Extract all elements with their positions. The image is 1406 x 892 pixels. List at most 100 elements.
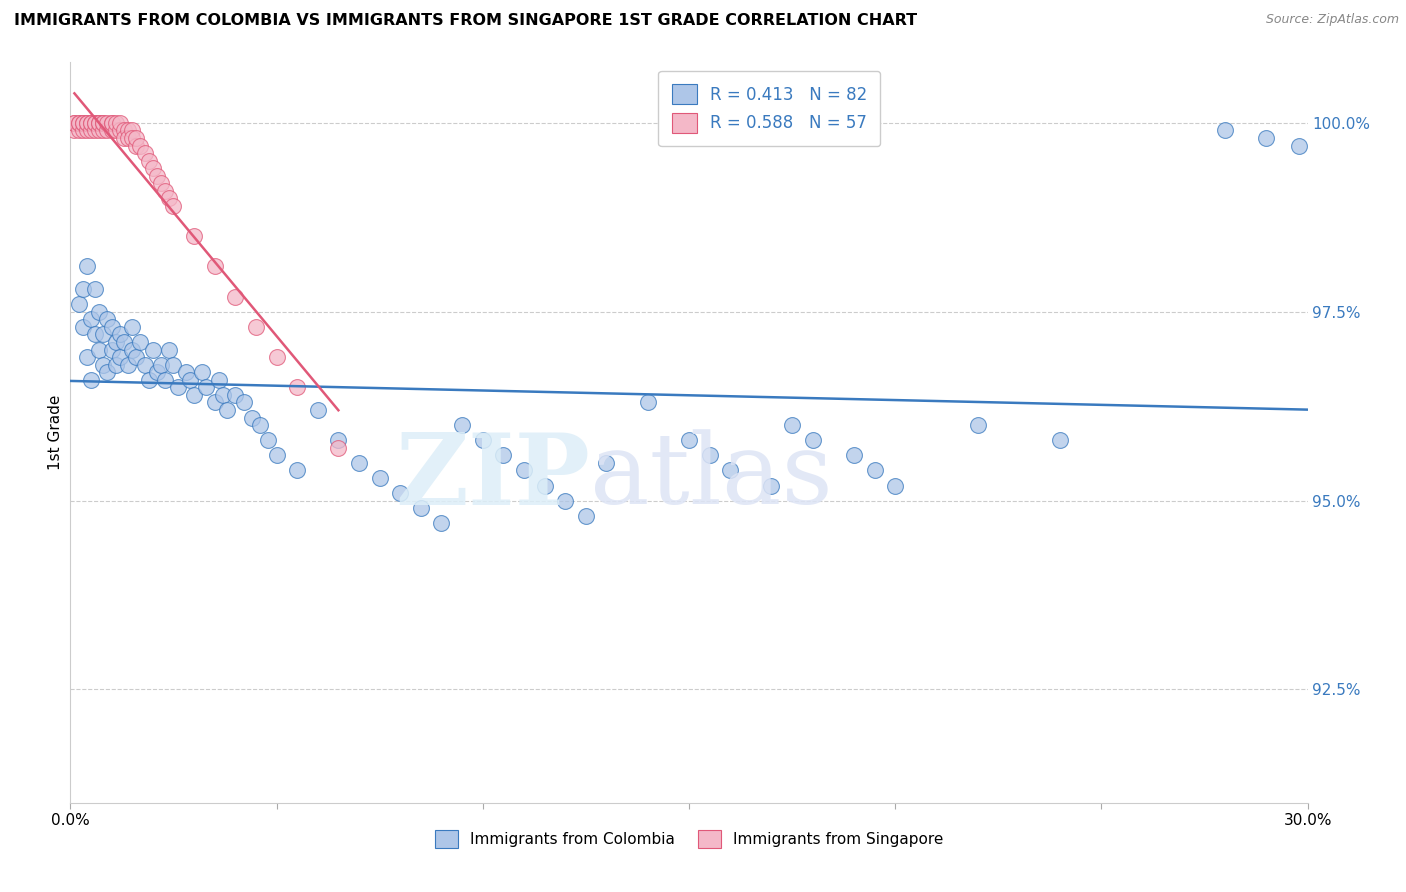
Point	[150, 177, 173, 191]
Point	[67, 297, 90, 311]
Point	[91, 123, 114, 137]
Point	[142, 161, 165, 176]
Point	[96, 312, 118, 326]
Point	[232, 395, 254, 409]
Point	[142, 343, 165, 357]
Point	[76, 116, 98, 130]
Point	[492, 448, 515, 462]
Point	[72, 123, 94, 137]
Point	[146, 365, 169, 379]
Point	[575, 508, 598, 523]
Point	[100, 116, 122, 130]
Point	[513, 463, 536, 477]
Point	[224, 290, 246, 304]
Point	[183, 229, 205, 244]
Point	[125, 131, 148, 145]
Point	[153, 184, 176, 198]
Point	[100, 123, 122, 137]
Point	[72, 319, 94, 334]
Point	[67, 116, 90, 130]
Point	[249, 418, 271, 433]
Point	[266, 448, 288, 462]
Point	[1049, 433, 1071, 447]
Point	[84, 327, 107, 342]
Point	[191, 365, 214, 379]
Point	[80, 373, 103, 387]
Point	[80, 123, 103, 137]
Point	[76, 116, 98, 130]
Point	[76, 260, 98, 274]
Point	[842, 448, 865, 462]
Point	[121, 319, 143, 334]
Point	[138, 153, 160, 168]
Point	[100, 116, 122, 130]
Point	[84, 116, 107, 130]
Point	[89, 304, 111, 318]
Point	[801, 433, 824, 447]
Point	[166, 380, 188, 394]
Point	[89, 343, 111, 357]
Point	[195, 380, 218, 394]
Point	[1213, 123, 1236, 137]
Point	[96, 365, 118, 379]
Point	[179, 373, 201, 387]
Point	[63, 116, 86, 130]
Point	[471, 433, 494, 447]
Point	[125, 138, 148, 153]
Point	[96, 116, 118, 130]
Point	[780, 418, 803, 433]
Point	[266, 350, 288, 364]
Point	[108, 350, 131, 364]
Point	[1288, 138, 1310, 153]
Point	[91, 358, 114, 372]
Point	[91, 116, 114, 130]
Point	[761, 478, 783, 492]
Point	[104, 123, 127, 137]
Point	[328, 441, 350, 455]
Point	[67, 123, 90, 137]
Point	[150, 358, 173, 372]
Point	[134, 358, 156, 372]
Point	[204, 395, 226, 409]
Point	[884, 478, 907, 492]
Point	[76, 123, 98, 137]
Point	[63, 123, 86, 137]
Point	[100, 319, 122, 334]
Point	[430, 516, 453, 531]
Point	[72, 282, 94, 296]
Point	[112, 131, 135, 145]
Point	[72, 116, 94, 130]
Point	[91, 116, 114, 130]
Point	[80, 116, 103, 130]
Point	[121, 123, 143, 137]
Point	[183, 388, 205, 402]
Point	[89, 116, 111, 130]
Point	[121, 343, 143, 357]
Point	[307, 403, 329, 417]
Point	[162, 199, 184, 213]
Point	[678, 433, 700, 447]
Point	[224, 388, 246, 402]
Point	[240, 410, 263, 425]
Point	[76, 350, 98, 364]
Point	[138, 373, 160, 387]
Point	[72, 116, 94, 130]
Point	[67, 116, 90, 130]
Point	[328, 433, 350, 447]
Point	[451, 418, 474, 433]
Point	[104, 116, 127, 130]
Point	[100, 343, 122, 357]
Point	[125, 350, 148, 364]
Point	[1256, 131, 1278, 145]
Point	[863, 463, 886, 477]
Text: atlas: atlas	[591, 429, 832, 524]
Text: IMMIGRANTS FROM COLOMBIA VS IMMIGRANTS FROM SINGAPORE 1ST GRADE CORRELATION CHAR: IMMIGRANTS FROM COLOMBIA VS IMMIGRANTS F…	[14, 13, 917, 29]
Point	[285, 380, 308, 394]
Text: Source: ZipAtlas.com: Source: ZipAtlas.com	[1265, 13, 1399, 27]
Point	[117, 358, 139, 372]
Point	[129, 138, 152, 153]
Point	[89, 123, 111, 137]
Point	[595, 456, 617, 470]
Point	[257, 433, 280, 447]
Point	[718, 463, 741, 477]
